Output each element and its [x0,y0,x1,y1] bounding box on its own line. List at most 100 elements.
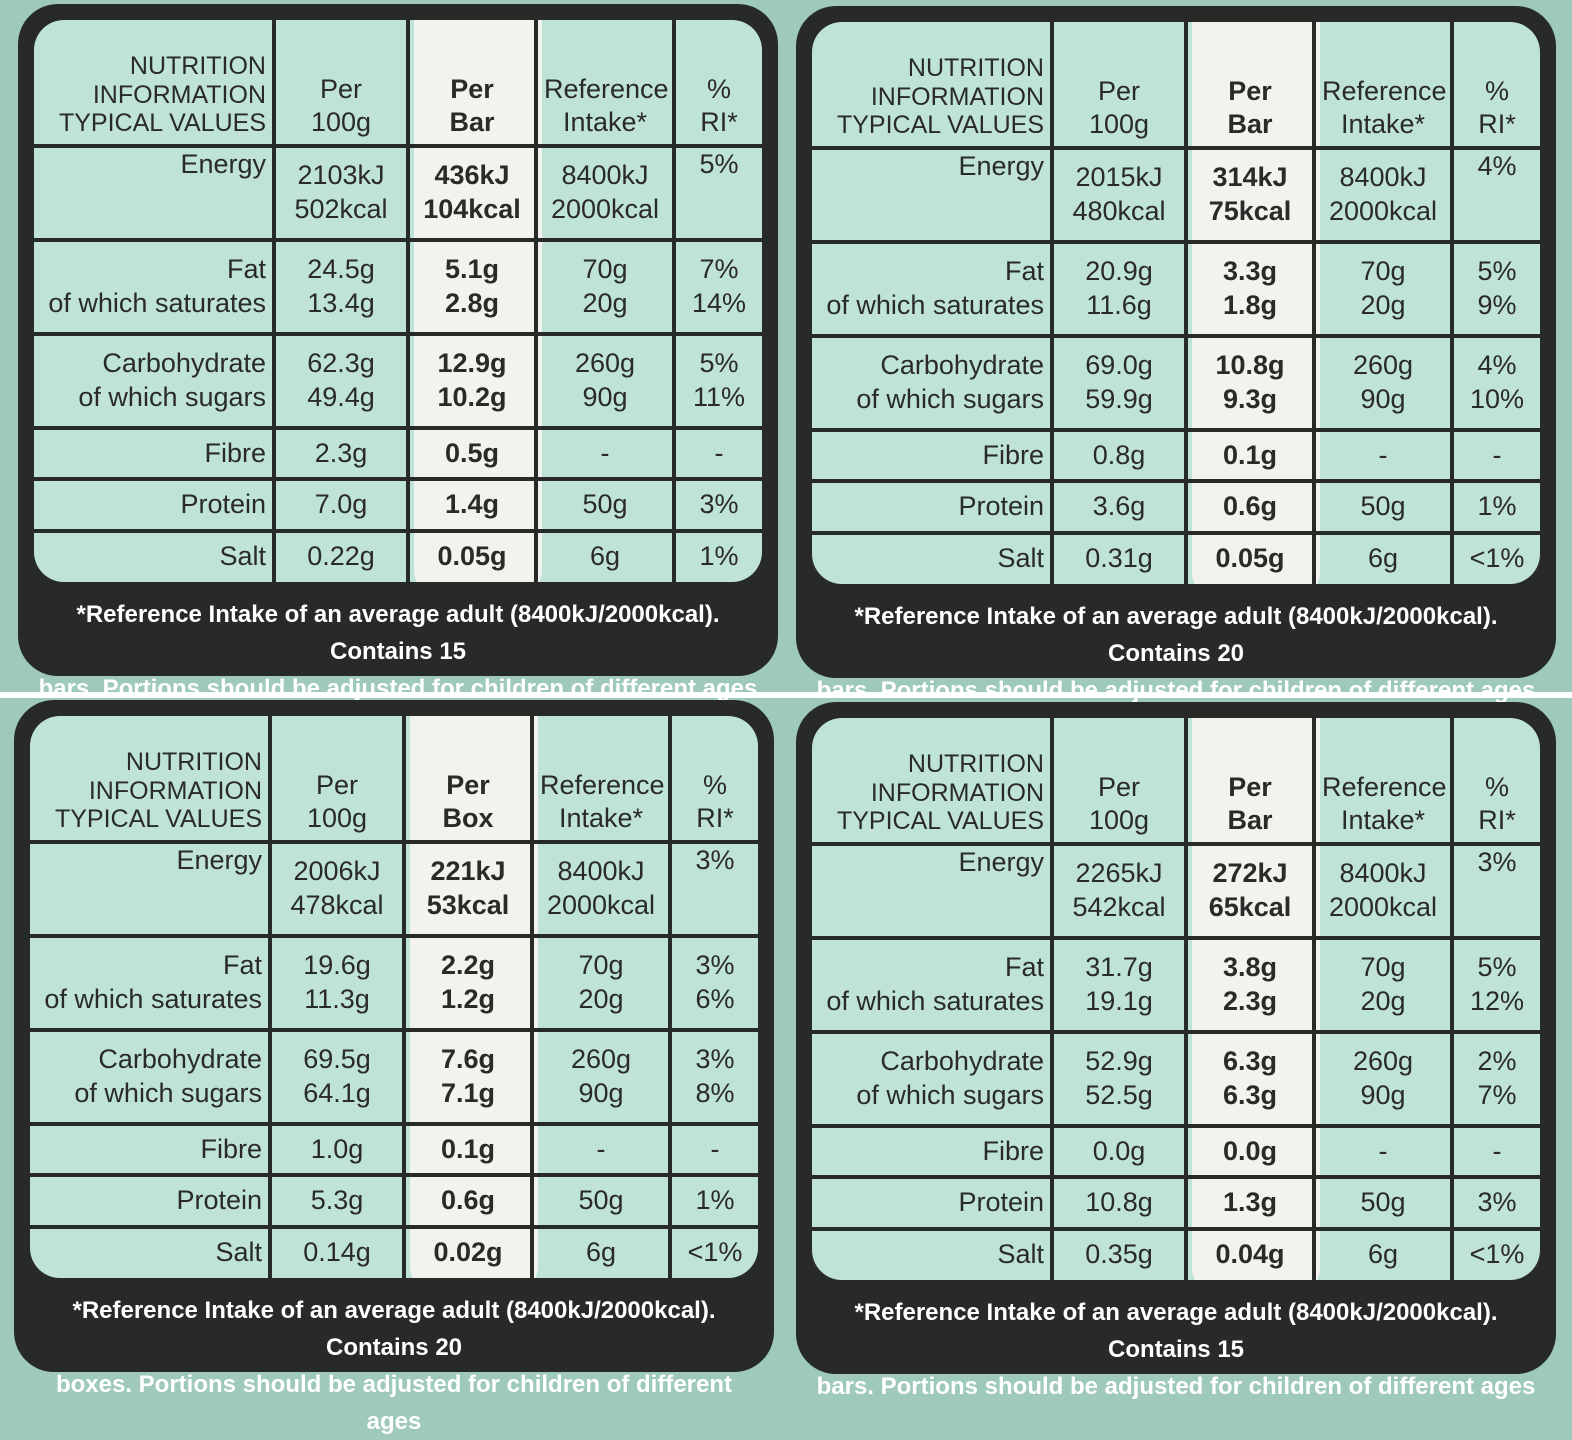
header-per-100g-line: Per [1097,772,1141,803]
header-per-portion-line: Bar [449,106,495,137]
energy-per-portion: 314kJ 75kcal [1184,146,1314,243]
energy-per-100g: 2015kJ 480kcal [1050,146,1186,243]
header-per-100g: Per 100g [272,20,408,147]
carbohydrate-per-portion: 10.8g 9.3g [1184,334,1314,431]
carbohydrate-value: 10.8g [1215,350,1285,381]
row-label: Fibre [200,1133,262,1164]
fat-per-portion: 2.2g 1.2g [402,934,532,1031]
salt-value: <1% [687,1237,743,1268]
fibre-value: - [600,437,610,468]
header-per-100g: Per 100g [268,716,404,843]
energy-value: 3% [695,845,735,876]
nutrition-table-card: NUTRITION INFORMATION TYPICAL VALUES Per 100… [812,22,1540,584]
energy-value: 3% [1477,847,1517,878]
protein-reference-intake: 50g [1312,1175,1452,1229]
fibre-percent-ri: - [668,1122,758,1176]
header-per-portion-line: Bar [1227,804,1273,835]
header-percent-ri-line: RI* [1478,108,1516,139]
saturates-value: 2.8g [444,288,500,319]
salt-value: 0.35g [1085,1239,1153,1270]
carbohydrate-value: 69.0g [1085,350,1153,381]
salt-reference-intake: 6g [530,1224,670,1278]
fibre-value: 0.5g [444,437,500,468]
energy-value: 53kcal [426,890,510,921]
carbohydrate-per-portion: 7.6g 7.1g [402,1028,532,1125]
nutrition-panel: NUTRITION INFORMATION TYPICAL VALUES Per 100… [18,4,778,702]
header-reference-intake: Reference Intake* [534,20,674,147]
salt-per-100g: 0.31g [1050,530,1186,584]
header-percent-ri-line: % [706,74,731,105]
row-label: Fat [1004,952,1044,983]
protein-value: 0.6g [1222,491,1278,522]
header-per-portion-line: Per [450,74,494,105]
energy-reference-intake: 8400kJ 2000kcal [530,840,670,937]
header-per-100g-line: 100g [1088,804,1150,835]
fat-value: 20.9g [1085,256,1153,287]
energy-per-100g: 2265kJ 542kcal [1050,842,1186,939]
header-title-line: INFORMATION [870,778,1044,807]
row-label-salt: Salt [30,1224,270,1278]
salt-reference-intake: 6g [1312,530,1452,584]
fat-value: 3.8g [1222,952,1278,983]
row-label: Protein [958,491,1044,522]
carbohydrate-reference-intake: 260g 90g [534,332,674,429]
header-row: NUTRITION INFORMATION TYPICAL VALUES Per 100… [30,716,758,843]
salt-percent-ri: <1% [1450,530,1540,584]
carbohydrate-percent-ri: 4% 10% [1450,334,1540,431]
row-label: Energy [180,149,266,180]
fibre-value: 0.1g [1222,439,1278,470]
energy-value: 2000kcal [1328,196,1438,227]
header-per-100g-line: Per [1097,76,1141,107]
saturates-value: 2.3g [1222,986,1278,1017]
protein-value: 3.6g [1092,491,1146,522]
fibre-per-portion: 0.5g [406,426,536,480]
fat-value: 2.2g [440,950,496,981]
row-label-fat: Fat of which saturates [30,934,270,1031]
energy-value: 2015kJ [1075,162,1163,193]
row-label-fibre: Fibre [34,426,274,480]
header-reference-intake-line: Reference [1322,76,1447,107]
nutrition-table-card: NUTRITION INFORMATION TYPICAL VALUES Per 100… [34,20,762,582]
header-per-portion-line: Box [442,802,494,833]
row-label-protein: Protein [34,477,274,531]
header-percent-ri-line: % [1484,76,1509,107]
header-title: NUTRITION INFORMATION TYPICAL VALUES [812,718,1052,844]
fat-per-100g: 19.6g 11.3g [268,934,404,1031]
header-per-100g-line: Per [315,770,359,801]
reference-intake-footnote: *Reference Intake of an average adult (8… [26,1292,762,1435]
carbohydrate-percent-ri: 5% 11% [672,332,762,429]
energy-value: 2006kJ [293,856,381,887]
row-label: Salt [997,1239,1044,1270]
energy-per-portion: 221kJ 53kcal [402,840,532,937]
header-reference-intake-line: Reference [544,74,669,105]
header-title-line: NUTRITION [907,749,1044,778]
energy-value: 65kcal [1208,892,1292,923]
energy-per-100g: 2006kJ 478kcal [268,840,404,937]
row-label-energy: Energy [34,144,274,241]
row-label: of which saturates [826,290,1044,321]
sugars-value: 90g [1360,384,1406,415]
energy-value: 5% [699,149,739,180]
salt-per-100g: 0.35g [1050,1226,1186,1280]
fibre-percent-ri: - [672,426,762,480]
table-row-fibre: Fibre 0.0g 0.0g - - [812,1124,1540,1178]
header-title: NUTRITION INFORMATION TYPICAL VALUES [34,20,274,146]
header-reference-intake-line: Intake* [1340,108,1426,139]
row-label: Protein [958,1187,1044,1218]
reference-intake-footnote: *Reference Intake of an average adult (8… [30,596,766,702]
header-title-line: NUTRITION [907,53,1044,82]
fat-value: 31.7g [1085,952,1153,983]
header-title-line: TYPICAL VALUES [54,805,262,834]
fat-per-portion: 5.1g 2.8g [406,238,536,335]
row-label: Carbohydrate [880,350,1044,381]
header-percent-ri-line: % [702,770,727,801]
footnote-line: *Reference Intake of an average adult (8… [854,1299,1498,1363]
sugars-value: 6.3g [1222,1080,1278,1111]
header-per-portion-line: Per [1228,76,1272,107]
carbohydrate-value: 260g [570,1044,632,1075]
row-label: of which saturates [826,986,1044,1017]
energy-value: 480kcal [1072,196,1166,227]
header-percent-ri: % RI* [668,716,758,843]
energy-value: 2103kJ [297,160,385,191]
row-label-fat: Fat of which saturates [812,936,1052,1033]
